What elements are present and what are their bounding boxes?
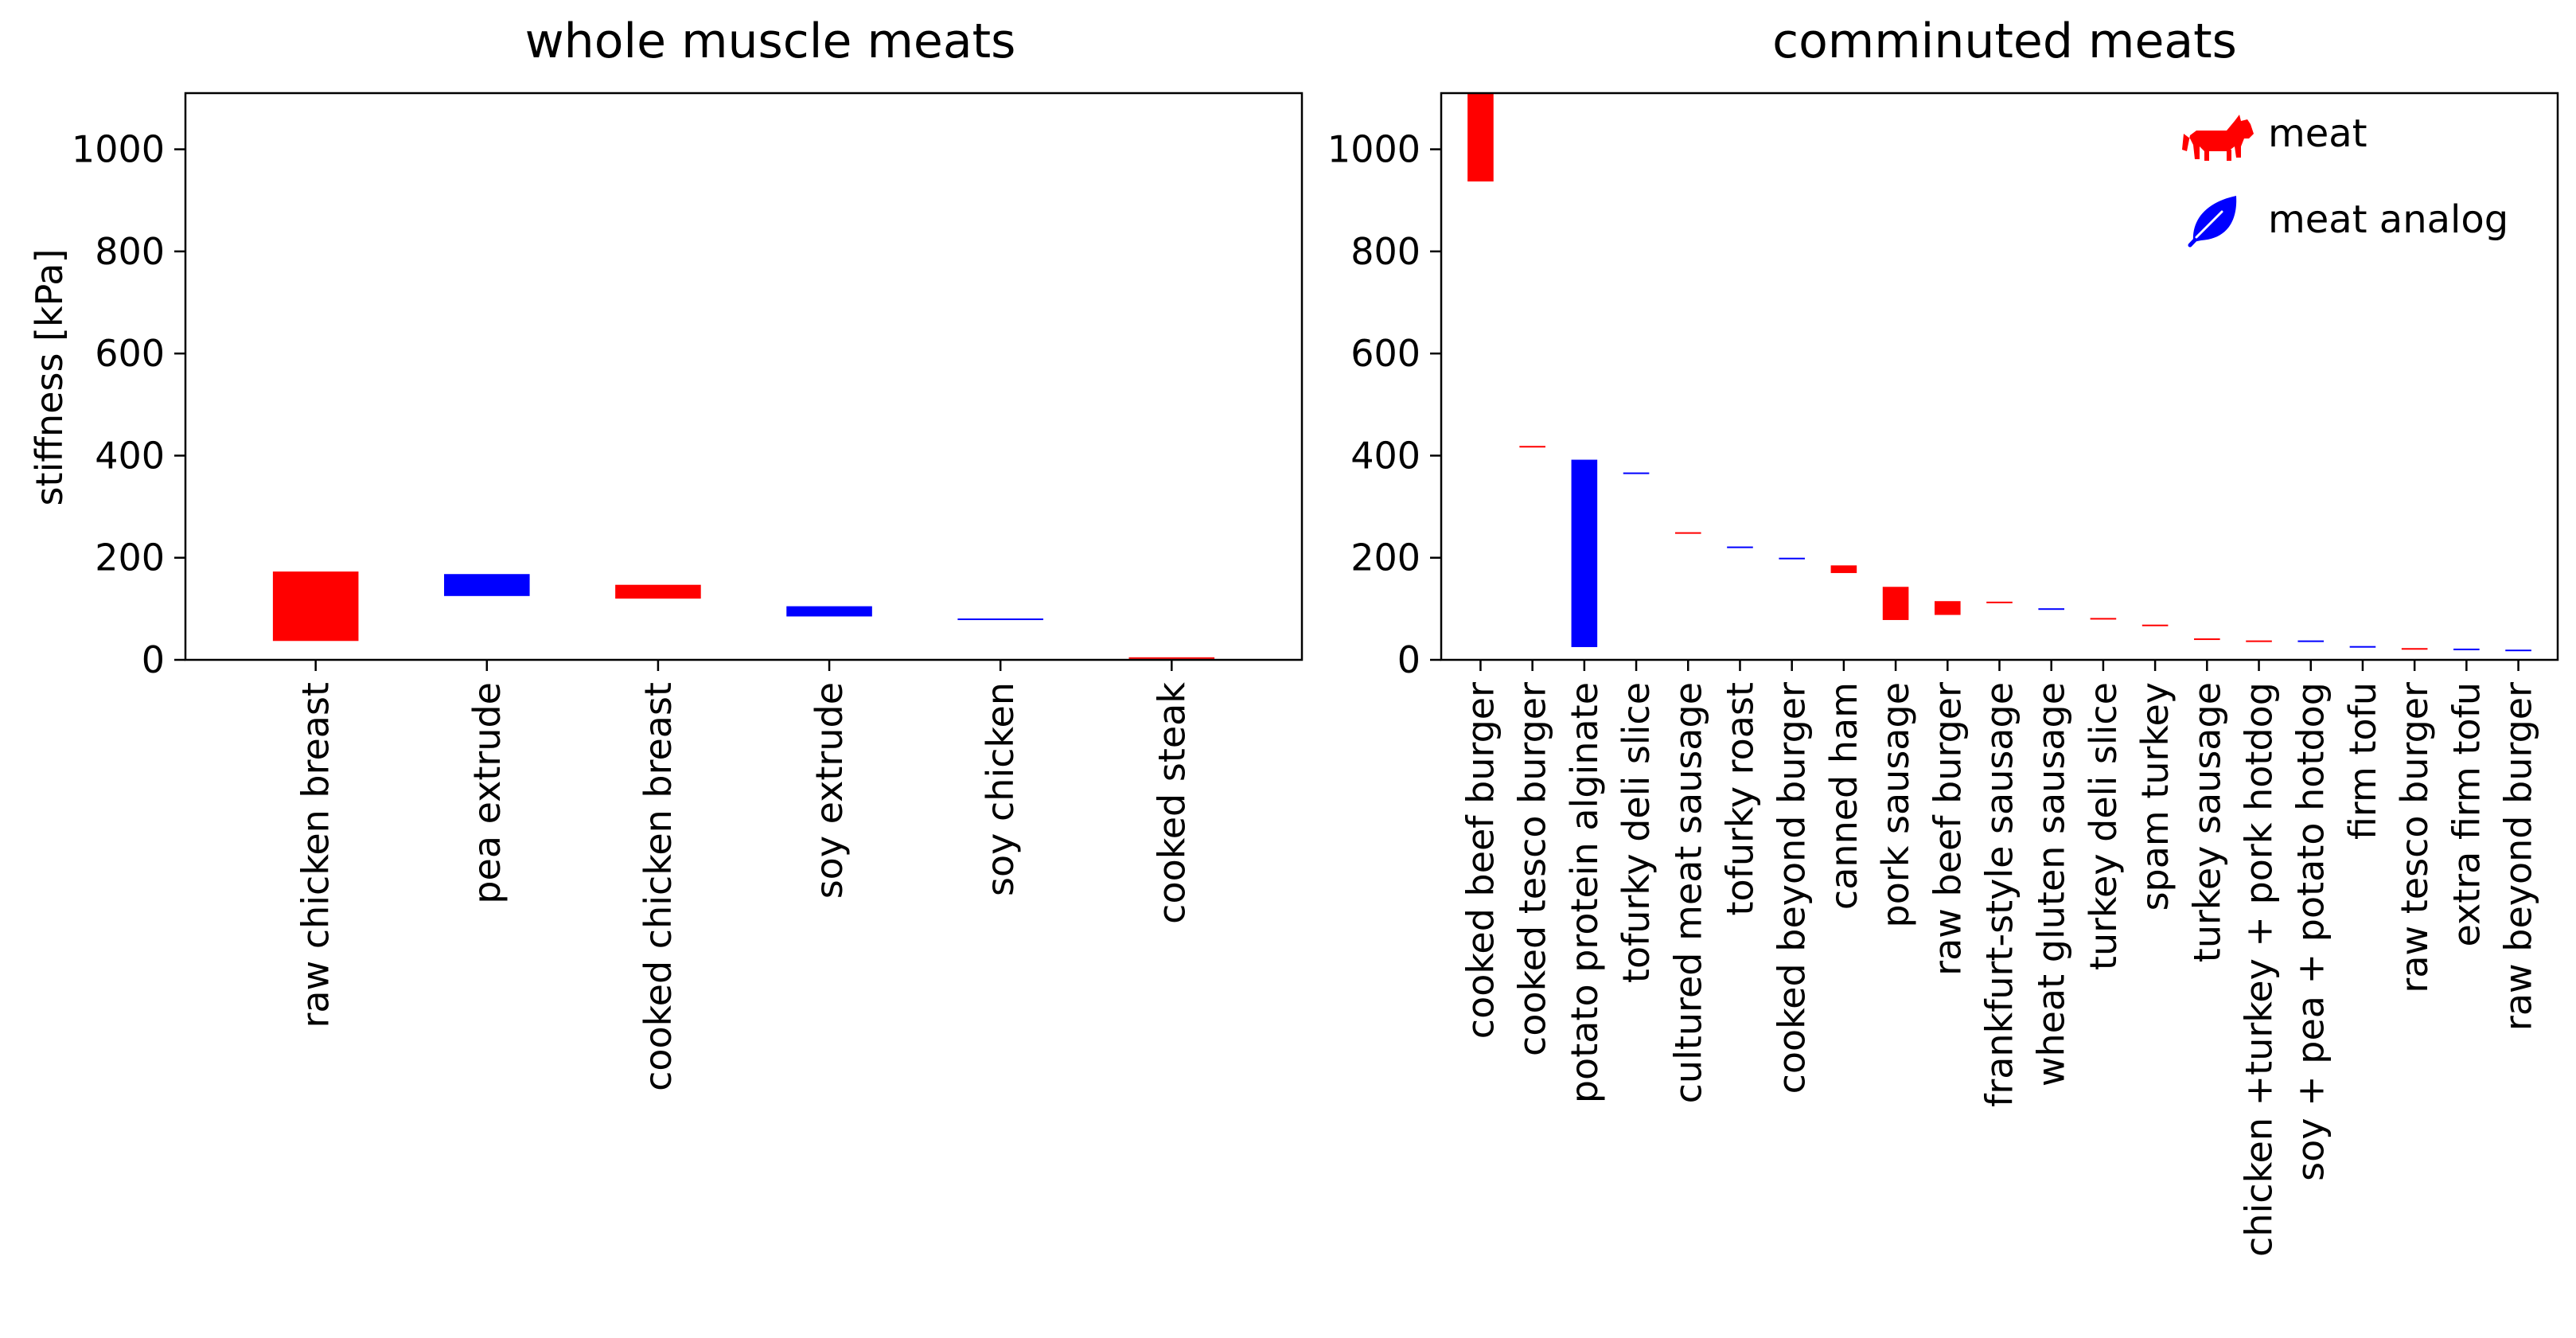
x-tick-label: soy extrude <box>808 682 851 899</box>
leaf-icon <box>2188 196 2237 248</box>
y-tick-label: 1000 <box>1327 128 1421 171</box>
bar-turkey-sausage <box>2194 638 2220 641</box>
bar-group <box>272 571 1215 659</box>
bar-tofurky-roast <box>1727 546 1753 548</box>
x-tick-label: tofurky roast <box>1718 682 1761 916</box>
bar-chicken-turkey-pork-hotdog <box>2246 640 2272 642</box>
bar-tofurky-deli-slice <box>1623 472 1650 474</box>
chart-title: whole muscle meats <box>525 14 1016 69</box>
x-tick-label: cooked beyond burger <box>1771 682 1814 1094</box>
bar-turkey-deli-slice <box>2090 618 2117 620</box>
legend: meat meat analog <box>2182 111 2508 248</box>
x-tick-label: cooked tesco burger <box>1511 682 1554 1056</box>
x-tick-label: turkey deli slice <box>2082 682 2125 970</box>
bar-raw-tesco-burger <box>2401 648 2428 650</box>
x-tick-label: extra firm tofu <box>2445 682 2488 947</box>
x-tick-label: soy + pea + potato hotdog <box>2290 682 2332 1181</box>
y-axis-ticks: 0 200 400 600 800 1000 <box>72 128 185 681</box>
plot-frame <box>1440 92 2559 661</box>
legend-item-meat: meat <box>2182 111 2368 161</box>
bar-raw-chicken-breast <box>272 571 359 642</box>
bar-soy-extrude <box>786 606 872 617</box>
x-tick-label: chicken +turkey + pork hotdog <box>2238 682 2281 1257</box>
y-tick-label: 400 <box>1350 434 1421 477</box>
x-axis-ticks: raw chicken breast pea extrude cooked chic… <box>294 660 1193 1091</box>
x-tick-label: raw beef burger <box>1926 682 1969 976</box>
x-tick-label: raw tesco burger <box>2393 682 2436 993</box>
cow-icon <box>2182 115 2254 161</box>
bar-group <box>1467 93 2531 652</box>
x-tick-label: pea extrude <box>466 682 509 904</box>
bar-cultured-meat-sausage <box>1674 532 1701 534</box>
x-tick-label: cooked beef burger <box>1459 682 1502 1039</box>
x-tick-label: cooked steak <box>1150 682 1193 924</box>
bar-cooked-tesco-burger <box>1519 446 1545 448</box>
y-axis-ticks: 0 200 400 600 800 1000 <box>1327 128 1441 681</box>
bar-soy-chicken <box>957 618 1043 621</box>
x-tick-label: cultured meat sausage <box>1666 682 1709 1103</box>
comminuted-meats-panel: comminuted meats 0 200 400 600 800 1000 cooke… <box>1327 14 2559 1257</box>
y-tick-label: 600 <box>95 332 165 375</box>
y-tick-label: 400 <box>95 434 165 477</box>
x-tick-label: cooked chicken breast <box>637 682 680 1091</box>
bar-potato-protein-alginate <box>1571 459 1598 647</box>
y-tick-label: 600 <box>1350 332 1421 375</box>
x-tick-label: firm tofu <box>2341 682 2384 840</box>
x-tick-label: raw beyond burger <box>2497 682 2540 1031</box>
x-tick-label: turkey sausage <box>2185 682 2228 962</box>
y-tick-label: 1000 <box>72 128 165 171</box>
bar-pork-sausage <box>1882 587 1909 620</box>
x-tick-label: potato protein alginate <box>1563 682 1606 1103</box>
x-tick-label: canned ham <box>1822 682 1865 910</box>
bar-cooked-beef-burger <box>1467 93 1494 181</box>
bar-raw-beef-burger <box>1934 601 1961 615</box>
y-tick-label: 800 <box>95 230 165 273</box>
bar-pea-extrude <box>444 574 530 596</box>
bar-spam-turkey <box>2141 624 2169 626</box>
x-axis-ticks: cooked beef burger cooked tesco burger pot… <box>1459 660 2540 1257</box>
bar-firm-tofu <box>2349 646 2376 648</box>
y-tick-label: 0 <box>1397 638 1421 681</box>
x-tick-label: raw chicken breast <box>294 682 337 1028</box>
plot-frame <box>184 92 1304 661</box>
x-tick-label: soy chicken <box>979 682 1022 896</box>
bar-cooked-beyond-burger <box>1779 557 1805 560</box>
y-tick-label: 200 <box>95 536 165 579</box>
legend-item-meat-analog: meat analog <box>2188 196 2508 248</box>
bar-wheat-gluten-sausage <box>2038 608 2065 610</box>
bar-soy-pea-potato-hotdog <box>2297 640 2325 642</box>
chart-title: comminuted meats <box>1772 14 2237 69</box>
legend-label-meat: meat <box>2268 111 2368 156</box>
bar-cooked-chicken-breast <box>615 584 701 599</box>
x-tick-label: frankfurt-style sausage <box>1978 682 2021 1107</box>
legend-label-meat-analog: meat analog <box>2268 197 2508 242</box>
bar-canned-ham <box>1830 565 1857 573</box>
bar-cooked-steak <box>1128 657 1215 659</box>
y-tick-label: 0 <box>142 638 165 681</box>
x-tick-label: spam turkey <box>2134 682 2177 911</box>
whole-muscle-meats-panel: whole muscle meats stiffness [kPa] 0 200 4… <box>28 14 1304 1091</box>
y-tick-label: 800 <box>1350 230 1421 273</box>
x-tick-label: pork sausage <box>1874 682 1917 927</box>
x-tick-label: wheat gluten sausage <box>2030 682 2073 1086</box>
bar-extra-firm-tofu <box>2453 648 2480 650</box>
y-axis-label: stiffness [kPa] <box>28 249 71 506</box>
bar-raw-beyond-burger <box>2505 649 2531 652</box>
bar-frankfurt-style-sausage <box>1986 601 2013 603</box>
x-tick-label: tofurky deli slice <box>1615 682 1658 983</box>
y-tick-label: 200 <box>1350 536 1421 579</box>
